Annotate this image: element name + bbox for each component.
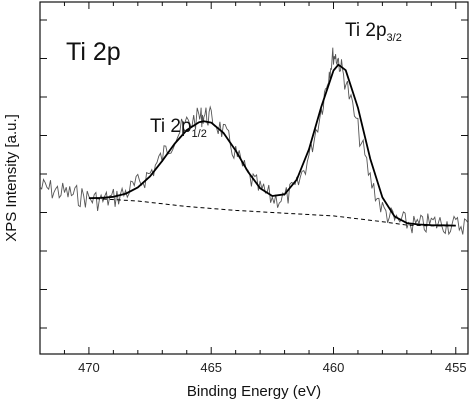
background-dashed-line (88, 197, 456, 227)
peak-annotation-1-2-base: Ti 2p (150, 116, 192, 137)
panel-title: Ti 2p (66, 38, 121, 66)
peak-annotation-1-2: Ti 2p1/2 (150, 116, 207, 140)
peak-annotation-3-2-base: Ti 2p (345, 20, 387, 41)
axis-ticks: 470 465 460 455 (40, 2, 468, 375)
plot-frame (39, 1, 469, 355)
x-tick-label: 470 (78, 360, 100, 375)
fit-envelope-line (88, 63, 456, 227)
x-tick-label: 455 (445, 360, 467, 375)
x-tick-label: 460 (323, 360, 345, 375)
y-axis-label: XPS Intensity [a.u.] (3, 114, 20, 242)
peak-annotation-3-2: Ti 2p3/2 (345, 20, 402, 44)
series-layer (39, 47, 469, 236)
peak-annotation-1-2-sub: 1/2 (192, 128, 207, 140)
raw-spectrum-line (39, 47, 469, 236)
x-tick-label: 465 (200, 360, 222, 375)
x-axis-label: Binding Energy (eV) (187, 383, 321, 400)
peak-annotation-3-2-sub: 3/2 (387, 32, 402, 44)
